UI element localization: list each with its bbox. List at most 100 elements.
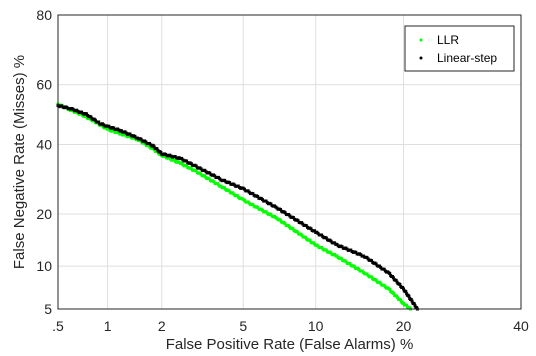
- data-point: [348, 261, 352, 265]
- data-point: [185, 164, 189, 168]
- plot-frame: [57, 14, 522, 310]
- data-point: [251, 203, 255, 207]
- data-point: [404, 290, 408, 294]
- data-point: [303, 235, 307, 239]
- data-point: [242, 187, 246, 191]
- data-point: [228, 181, 232, 185]
- data-point: [143, 142, 147, 146]
- data-point: [286, 223, 290, 227]
- data-point: [402, 301, 406, 305]
- y-tick-label: 40: [36, 136, 52, 152]
- data-point: [207, 177, 211, 181]
- data-point: [396, 296, 400, 300]
- tick-labels: .5 1 2 5 10 20 40 5 10 20 40 60 80: [36, 7, 529, 334]
- data-point: [194, 169, 198, 173]
- data-point: [144, 140, 148, 144]
- data-point: [213, 174, 217, 178]
- series-linear-step: [56, 104, 419, 311]
- data-point: [365, 272, 369, 276]
- data-point: [227, 189, 231, 193]
- data-point: [194, 164, 198, 168]
- y-tick-label: 80: [36, 7, 52, 23]
- data-point: [269, 202, 273, 206]
- data-point: [388, 272, 392, 276]
- data-point: [291, 216, 295, 220]
- y-axis-title: False Negative Rate (Misses) %: [11, 55, 28, 269]
- data-point: [242, 198, 246, 202]
- data-point: [264, 210, 268, 214]
- data-point: [329, 239, 333, 243]
- data-point: [155, 147, 159, 151]
- data-point: [379, 282, 383, 286]
- data-point: [316, 231, 320, 235]
- data-point: [379, 265, 383, 269]
- data-point: [329, 251, 333, 255]
- data-point: [391, 276, 395, 280]
- legend-marker-llr: [419, 38, 423, 42]
- data-point: [320, 233, 324, 237]
- data-point: [313, 229, 317, 233]
- data-point: [374, 262, 378, 266]
- x-tick-label: 5: [239, 318, 247, 334]
- data-point: [278, 208, 282, 211]
- data-point: [333, 241, 337, 245]
- data-point: [409, 297, 413, 301]
- data-point: [388, 287, 392, 291]
- data-point: [352, 264, 356, 268]
- data-point: [309, 227, 313, 231]
- data-point: [395, 294, 399, 298]
- data-point: [405, 303, 409, 307]
- data-point: [413, 304, 417, 308]
- data-point: [398, 282, 402, 286]
- data-point: [199, 167, 203, 171]
- data-point: [354, 250, 358, 254]
- data-point: [85, 112, 89, 116]
- data-point: [324, 248, 328, 252]
- data-point: [256, 205, 260, 209]
- data-point: [394, 278, 398, 282]
- data-point: [251, 192, 255, 196]
- data-point: [89, 115, 93, 119]
- data-point: [235, 194, 239, 198]
- data-point: [335, 254, 339, 258]
- data-point: [152, 145, 156, 149]
- data-point: [324, 236, 328, 240]
- data-point: [189, 167, 193, 171]
- data-point: [189, 162, 193, 166]
- x-tick-label: 2: [158, 318, 166, 334]
- x-axis-title: False Positive Rate (False Alarms) %: [166, 336, 414, 353]
- data-point: [278, 218, 282, 222]
- data-point: [374, 278, 378, 282]
- data-point: [185, 159, 189, 163]
- data-point: [360, 269, 364, 273]
- data-point: [296, 219, 300, 223]
- data-point: [291, 227, 295, 231]
- data-point: [256, 195, 260, 199]
- data-point: [357, 267, 361, 271]
- data-point: [300, 234, 304, 238]
- data-point: [172, 158, 176, 162]
- legend-marker-linear-step: [419, 56, 423, 60]
- data-point: [128, 132, 132, 136]
- data-point: [93, 118, 97, 122]
- x-tick-label: 20: [396, 318, 412, 334]
- data-point: [139, 137, 143, 141]
- x-tick-label: 1: [104, 318, 112, 334]
- data-point: [304, 224, 308, 228]
- legend-box: [404, 25, 515, 72]
- y-tick-label: 60: [36, 77, 52, 93]
- data-point: [295, 230, 299, 234]
- x-tick-label: 40: [513, 318, 529, 334]
- data-point: [97, 120, 101, 124]
- data-point: [365, 255, 369, 259]
- data-point: [199, 172, 203, 176]
- data-point: [222, 186, 226, 190]
- y-tick-label: 5: [44, 301, 52, 317]
- data-point: [283, 211, 287, 215]
- grid: [58, 15, 521, 309]
- data-point: [147, 144, 151, 148]
- data-point: [407, 294, 411, 298]
- data-point: [219, 184, 223, 188]
- data-point: [412, 302, 416, 306]
- data-point: [382, 283, 386, 287]
